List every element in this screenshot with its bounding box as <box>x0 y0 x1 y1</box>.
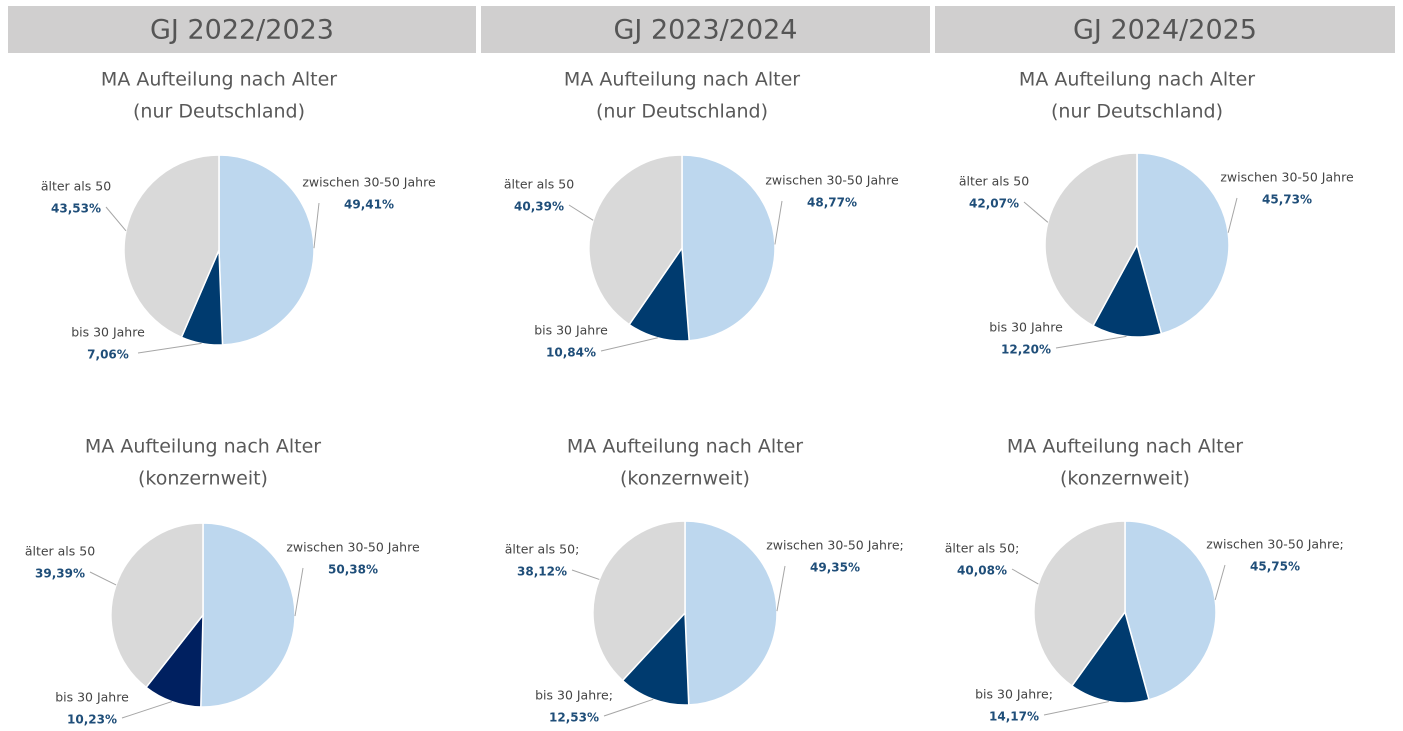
leader-line <box>568 204 594 221</box>
leader-line <box>89 571 117 586</box>
slice-value: 10,23% <box>67 713 117 727</box>
pie-slice <box>1124 520 1217 701</box>
slice-label: älter als 50 <box>25 544 95 559</box>
slice-label: bis 30 Jahre <box>71 325 145 340</box>
leader-line <box>603 698 654 717</box>
chart-subtitle: (konzernweit) <box>1060 468 1190 490</box>
header-bar <box>481 6 930 53</box>
pie-slice <box>588 154 683 326</box>
pie-slice <box>218 154 315 346</box>
leader-line <box>105 206 127 232</box>
chart-subtitle: (konzernweit) <box>138 468 268 490</box>
leader-line <box>121 701 173 719</box>
slice-label: bis 30 Jahre; <box>535 688 613 703</box>
leader-line <box>776 565 786 612</box>
leader-line <box>294 567 304 617</box>
slice-value: 12,53% <box>549 711 599 725</box>
slice-value: 48,77% <box>807 196 857 210</box>
slice-label: zwischen 30-50 Jahre <box>1220 170 1354 185</box>
header-title: GJ 2022/2023 <box>150 15 334 46</box>
slice-label: älter als 50; <box>945 541 1020 556</box>
slice-value: 49,41% <box>344 198 394 212</box>
header-bar <box>8 6 476 53</box>
leader-line <box>600 337 658 352</box>
leader-line <box>1214 564 1226 601</box>
slice-value: 40,08% <box>957 564 1007 578</box>
leader-line <box>571 569 600 580</box>
pie-slice <box>1044 152 1138 327</box>
slice-label: zwischen 30-50 Jahre; <box>1206 537 1343 552</box>
slice-label: älter als 50 <box>41 179 111 194</box>
pie-slice <box>110 522 204 689</box>
pie-slice <box>200 522 296 708</box>
slice-label: zwischen 30-50 Jahre <box>286 540 420 555</box>
slice-label: bis 30 Jahre <box>989 320 1063 335</box>
leader-line <box>137 342 202 354</box>
leader-line <box>774 200 783 245</box>
slice-value: 10,84% <box>546 346 596 360</box>
chart-subtitle: (nur Deutschland) <box>1051 101 1223 123</box>
chart-subtitle: (nur Deutschland) <box>596 101 768 123</box>
header-bar <box>935 6 1395 53</box>
leader-line <box>1043 701 1109 716</box>
header-title: GJ 2024/2025 <box>1073 15 1257 46</box>
chart-title: MA Aufteilung nach Alter <box>1007 436 1243 458</box>
pie-slice <box>1070 610 1150 704</box>
leader-line <box>1011 568 1039 585</box>
chart-title: MA Aufteilung nach Alter <box>1019 69 1255 91</box>
leader-line <box>1227 197 1238 233</box>
slice-value: 14,17% <box>989 710 1039 724</box>
slice-label: älter als 50 <box>504 177 574 192</box>
slice-value: 12,20% <box>1001 343 1051 357</box>
pie-slice <box>1033 520 1126 687</box>
header-title: GJ 2023/2024 <box>614 15 798 46</box>
chart-title: MA Aufteilung nach Alter <box>85 436 321 458</box>
slice-value: 45,75% <box>1250 560 1300 574</box>
slice-value: 49,35% <box>810 561 860 575</box>
slice-value: 42,07% <box>969 197 1019 211</box>
leader-line <box>1055 335 1127 349</box>
chart-subtitle: (nur Deutschland) <box>133 101 305 123</box>
chart-subtitle: (konzernweit) <box>620 468 750 490</box>
slice-value: 38,12% <box>517 565 567 579</box>
slice-label: bis 30 Jahre; <box>975 687 1053 702</box>
slice-label: älter als 50 <box>959 174 1029 189</box>
pie-slice <box>684 520 778 706</box>
slice-value: 45,73% <box>1262 193 1312 207</box>
slice-value: 50,38% <box>328 563 378 577</box>
leader-line <box>313 202 320 249</box>
slice-label: bis 30 Jahre <box>55 690 129 705</box>
slice-value: 7,06% <box>87 348 129 362</box>
slice-label: zwischen 30-50 Jahre; <box>766 538 903 553</box>
slice-value: 40,39% <box>514 200 564 214</box>
slice-value: 43,53% <box>51 202 101 216</box>
slice-label: zwischen 30-50 Jahre <box>765 173 899 188</box>
pie-slice <box>1092 243 1163 338</box>
slice-label: zwischen 30-50 Jahre <box>302 175 436 190</box>
chart-title: MA Aufteilung nach Alter <box>564 69 800 91</box>
slice-label: älter als 50; <box>505 542 580 557</box>
slice-label: bis 30 Jahre <box>534 323 608 338</box>
leader-line <box>1023 201 1049 223</box>
pie-slice <box>681 154 776 342</box>
chart-title: MA Aufteilung nach Alter <box>101 69 337 91</box>
chart-title: MA Aufteilung nach Alter <box>567 436 803 458</box>
slice-value: 39,39% <box>35 567 85 581</box>
